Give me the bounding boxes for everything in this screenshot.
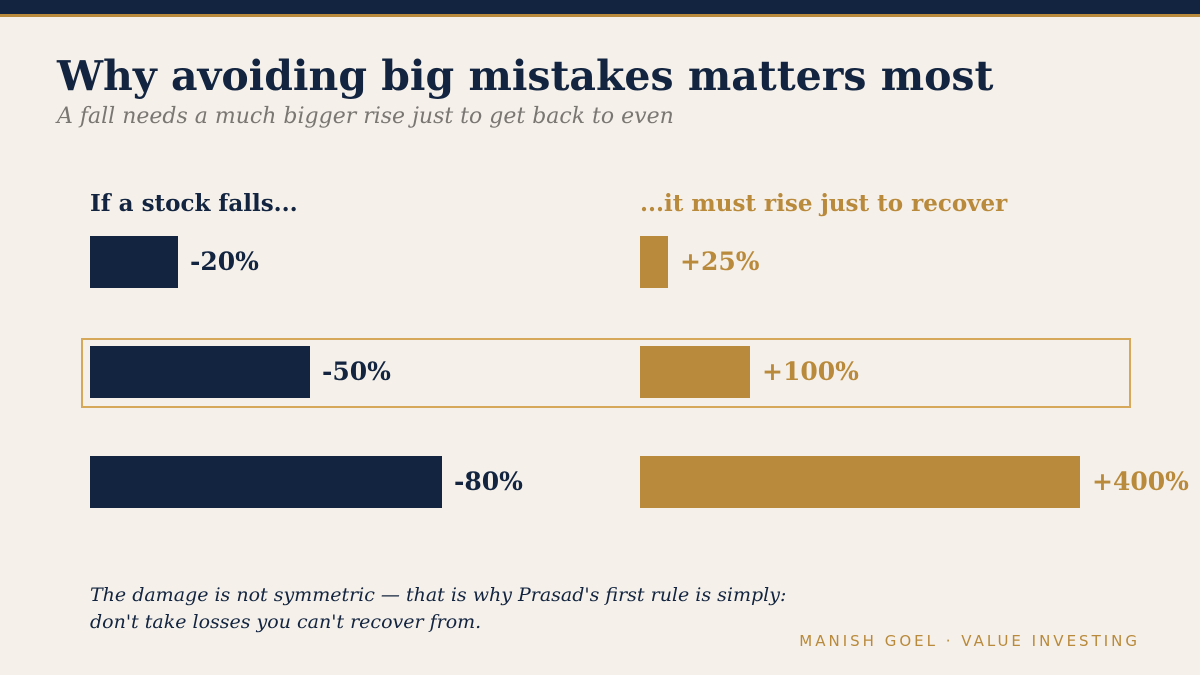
rise-column-heading: ...it must rise just to recover (640, 190, 1008, 217)
chart-title: Why avoiding big mistakes matters most (57, 52, 994, 100)
rise-bar-label: +400% (1092, 467, 1189, 496)
rise-bar-label: +100% (762, 357, 859, 386)
fall-bar-label: -80% (454, 467, 523, 496)
fall-column-heading: If a stock falls... (90, 190, 298, 217)
fall-bar-label: -20% (190, 247, 259, 276)
footnote: The damage is not symmetric — that is wh… (90, 582, 786, 636)
fall-bar (90, 456, 442, 508)
highlight-frame (81, 338, 1131, 408)
footnote-line-1: The damage is not symmetric — that is wh… (90, 584, 787, 606)
chart-subtitle: A fall needs a much bigger rise just to … (57, 104, 674, 129)
rise-bar-label: +25% (680, 247, 760, 276)
fall-bar (90, 236, 178, 288)
top-accent-line (0, 14, 1200, 17)
footnote-line-2: don't take losses you can't recover from… (90, 611, 482, 633)
fall-bar-label: -50% (322, 357, 391, 386)
fall-bar (90, 346, 310, 398)
rise-bar (640, 236, 668, 288)
credit-line: MANISH GOEL · VALUE INVESTING (799, 632, 1140, 650)
rise-bar (640, 456, 1080, 508)
top-accent-bar (0, 0, 1200, 14)
rise-bar (640, 346, 750, 398)
